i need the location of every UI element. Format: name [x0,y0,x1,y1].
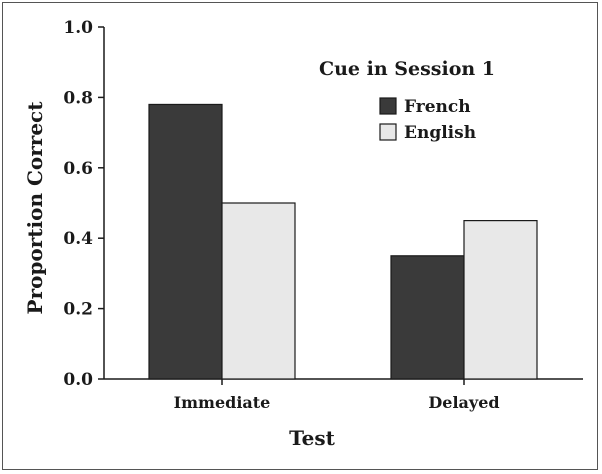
legend: Cue in Session 1 French English [319,58,495,143]
legend-items: French English [379,97,476,143]
legend-title: Cue in Session 1 [319,58,495,80]
legend-swatch-english [379,123,397,141]
bar-english-delayed [463,220,538,380]
bar-english-immediate [221,202,296,380]
x-category-labels: Immediate Delayed [174,379,500,412]
y-tick-label: 0.6 [63,159,93,179]
x-axis-title: Test [289,426,336,450]
legend-label-french: French [404,97,471,117]
bars [148,103,538,380]
bar-french-delayed [390,255,465,380]
y-tick-label: 0.0 [63,370,93,390]
y-tick-label: 0.4 [63,229,93,249]
y-tick-label: 1.0 [63,18,93,38]
legend-label-english: English [404,123,476,143]
x-category-label: Immediate [174,393,271,412]
legend-swatch-french [379,97,397,115]
bar-french-immediate [148,103,223,380]
y-tick-label: 0.8 [63,88,93,108]
y-ticks: 0.0 0.2 0.4 0.6 0.8 1.0 [63,18,104,390]
x-category-label: Delayed [428,393,499,412]
y-tick-label: 0.2 [63,300,93,320]
y-axis-title: Proportion Correct [23,101,47,315]
